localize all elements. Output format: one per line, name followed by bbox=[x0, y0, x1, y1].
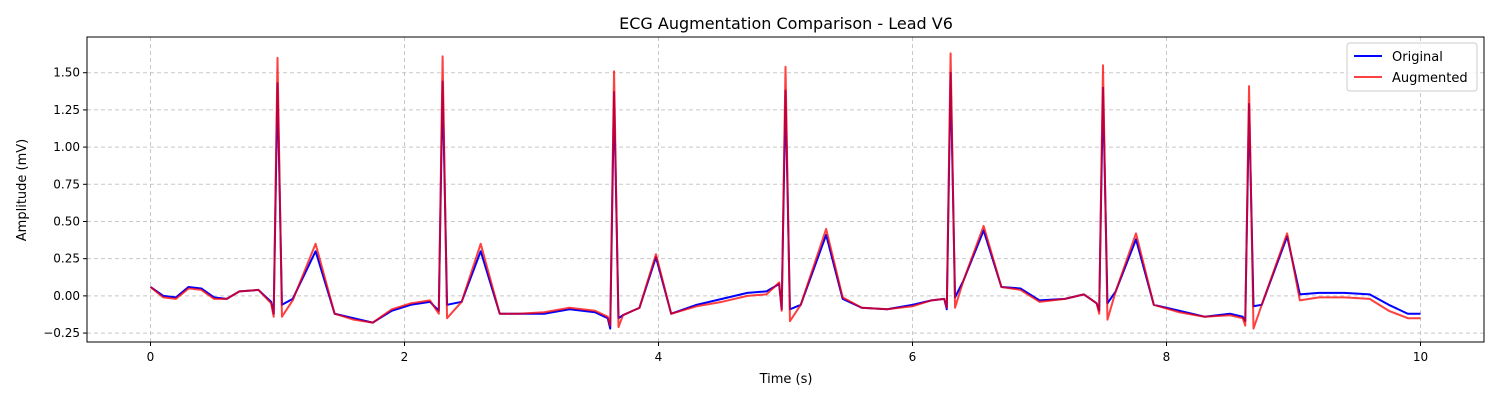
y-tick-label: 1.00 bbox=[53, 140, 80, 154]
y-tick-label: 1.50 bbox=[53, 66, 80, 80]
y-tick-label: 0.75 bbox=[53, 177, 80, 191]
plot-area: 0 2 4 6 8 10 −0.25 0.00 0.25 0.50 0.75 1.00 1.25 1.5… bbox=[43, 36, 1485, 364]
y-axis-ticks: −0.25 0.00 0.25 0.50 0.75 1.00 1.25 1.50 bbox=[43, 66, 87, 340]
x-tick-label: 6 bbox=[909, 350, 917, 364]
legend-label-original: Original bbox=[1392, 50, 1443, 65]
y-tick-label: 1.25 bbox=[53, 103, 80, 117]
legend: Original Augmented bbox=[1346, 42, 1478, 92]
y-tick-label: 0.50 bbox=[53, 214, 80, 228]
x-axis-ticks: 0 2 4 6 8 10 bbox=[147, 342, 1428, 364]
y-tick-label: 0.00 bbox=[53, 289, 80, 303]
y-tick-label: −0.25 bbox=[43, 326, 80, 340]
x-axis-label: Time (s) bbox=[759, 372, 813, 387]
y-axis-label: Amplitude (mV) bbox=[15, 139, 30, 241]
x-tick-label: 4 bbox=[655, 350, 663, 364]
series-lines bbox=[149, 52, 1421, 330]
legend-label-augmented: Augmented bbox=[1392, 71, 1468, 86]
y-tick-label: 0.25 bbox=[53, 252, 80, 266]
x-tick-label: 8 bbox=[1163, 350, 1171, 364]
chart-title: ECG Augmentation Comparison - Lead V6 bbox=[619, 14, 953, 33]
plot-border bbox=[86, 36, 1485, 343]
x-tick-label: 0 bbox=[147, 350, 155, 364]
x-tick-label: 10 bbox=[1413, 350, 1428, 364]
series-line-augmented bbox=[149, 52, 1421, 330]
x-tick-label: 2 bbox=[401, 350, 409, 364]
